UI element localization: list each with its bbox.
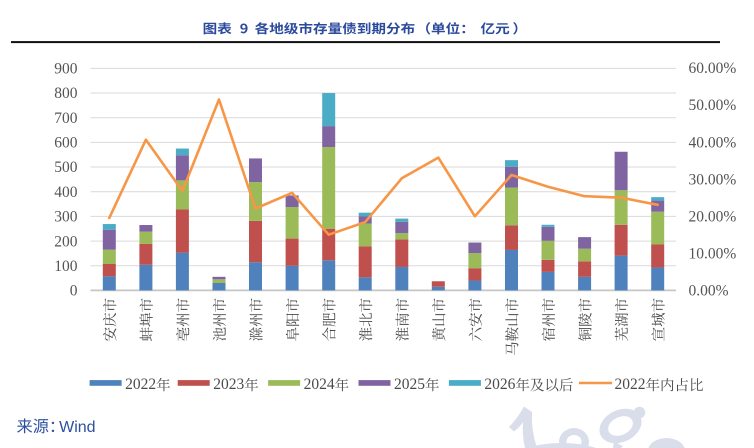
svg-text:500: 500 — [54, 159, 78, 176]
svg-text:20.00%: 20.00% — [689, 209, 737, 226]
svg-text:40.00%: 40.00% — [689, 134, 737, 151]
svg-text:900: 900 — [54, 61, 78, 78]
svg-text:2026: 2026 — [484, 376, 515, 393]
svg-text:200: 200 — [54, 233, 78, 250]
svg-text:2023: 2023 — [213, 376, 244, 393]
svg-text:0: 0 — [70, 283, 78, 300]
svg-text:300: 300 — [54, 209, 78, 226]
svg-text:700: 700 — [54, 110, 78, 127]
svg-text:2024: 2024 — [304, 376, 335, 393]
svg-text:800: 800 — [54, 85, 78, 102]
svg-text:50.00%: 50.00% — [689, 97, 737, 114]
svg-text:10.00%: 10.00% — [689, 246, 737, 263]
svg-text:600: 600 — [54, 135, 78, 152]
svg-text:0.00%: 0.00% — [689, 283, 729, 300]
svg-text:100: 100 — [54, 258, 78, 275]
svg-text:400: 400 — [54, 184, 78, 201]
svg-text:2022: 2022 — [125, 376, 156, 393]
svg-text:60.00%: 60.00% — [689, 60, 737, 77]
svg-text:Wind: Wind — [59, 419, 95, 436]
svg-text:2025: 2025 — [394, 376, 425, 393]
svg-text:30.00%: 30.00% — [689, 171, 737, 188]
svg-text:2022: 2022 — [615, 376, 646, 393]
